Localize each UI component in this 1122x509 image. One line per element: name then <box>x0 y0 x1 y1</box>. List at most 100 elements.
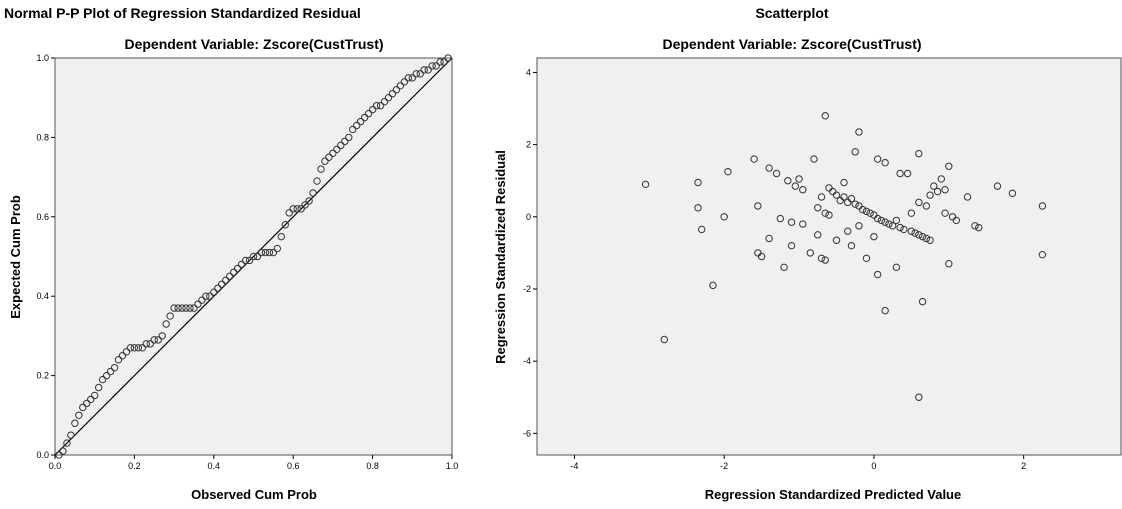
scatter-y-tick-label: -2 <box>523 284 531 294</box>
pp-reference-line <box>54 57 453 456</box>
scatter-point <box>855 128 863 136</box>
scatter-point <box>840 178 848 187</box>
scatter-point <box>915 393 923 401</box>
pp-point <box>281 221 289 229</box>
scatter-plot-area <box>536 57 1122 456</box>
scatter-point <box>900 225 908 234</box>
scatter-point <box>806 249 814 257</box>
scatter-y-axis-label: Regression Standardized Residual <box>493 150 508 364</box>
scatter-point <box>844 227 852 235</box>
pp-x-tick-label: 0.6 <box>287 461 300 471</box>
pp-point <box>79 403 87 412</box>
pp-y-axis-label: Expected Cum Prob <box>8 195 23 319</box>
scatter-point <box>945 162 953 170</box>
scatter-point <box>821 112 829 120</box>
pp-point <box>142 340 151 348</box>
pp-point <box>297 205 305 213</box>
pp-y-tick-label: 0.8 <box>36 132 49 142</box>
scatter-point <box>933 187 942 196</box>
scatter-y-tick-label: 0 <box>526 212 531 222</box>
pp-point <box>436 58 444 66</box>
pp-point <box>114 356 123 364</box>
residual-scatterplot: Scatterplot Dependent Variable: Zscore(C… <box>493 5 1122 502</box>
scatter-y-tick-label: 2 <box>526 140 531 150</box>
scatter-point <box>918 297 927 306</box>
pp-point <box>126 344 135 352</box>
scatter-point <box>810 155 818 163</box>
pp-x-tick-label: 0.0 <box>49 461 62 471</box>
pp-point <box>198 296 206 304</box>
scatter-point <box>926 236 934 244</box>
scatter-point <box>694 204 702 212</box>
pp-y-ticks: 0.0 0.2 0.4 0.6 0.8 1.0 <box>36 53 55 460</box>
pp-point <box>372 101 381 110</box>
scatter-point <box>881 306 889 315</box>
pp-point <box>313 177 321 185</box>
scatter-point <box>694 178 702 187</box>
pp-point <box>420 66 428 74</box>
pp-point <box>91 391 99 400</box>
pp-point <box>102 371 111 380</box>
pp-point <box>150 336 158 344</box>
pp-y-tick-label: 0.0 <box>36 450 49 460</box>
scatter-point <box>870 232 878 241</box>
scatter-x-tick-label: 2 <box>1021 461 1026 471</box>
pp-point <box>118 352 127 360</box>
pp-x-tick-label: 0.2 <box>128 461 141 471</box>
pp-point <box>360 113 369 122</box>
scatter-point <box>851 200 859 208</box>
scatter-point <box>787 218 796 226</box>
scatter-point <box>922 234 931 243</box>
scatter-point <box>840 193 848 201</box>
pp-point <box>94 383 103 392</box>
scatter-point <box>930 182 938 190</box>
pp-point <box>190 304 198 312</box>
scatter-point <box>814 204 822 212</box>
scatter-point <box>757 252 766 261</box>
scatter-point <box>941 186 949 194</box>
scatter-point <box>709 281 717 290</box>
scatter-point <box>750 155 758 163</box>
scatter-point <box>896 169 904 178</box>
pp-x-axis-label: Observed Cum Prob <box>191 487 317 502</box>
pp-point <box>218 280 226 288</box>
scatter-point <box>873 270 882 279</box>
scatter-point <box>903 169 912 178</box>
pp-point <box>293 205 301 213</box>
pp-x-tick-label: 0.4 <box>208 461 221 471</box>
scatter-point <box>892 263 901 272</box>
scatter-x-tick-label: -2 <box>720 461 728 471</box>
scatter-point <box>866 209 874 217</box>
pp-plot: Normal P-P Plot of Regression Standardiz… <box>4 5 458 502</box>
pp-point <box>325 153 333 161</box>
scatter-point <box>937 175 946 183</box>
scatter-point <box>918 232 927 241</box>
scatter-point <box>780 263 788 272</box>
pp-plot-title: Normal P-P Plot of Regression Standardiz… <box>4 5 361 21</box>
pp-point <box>341 137 349 146</box>
scatter-point <box>720 213 728 221</box>
pp-point <box>257 248 266 257</box>
scatter-y-tick-label: 4 <box>526 67 531 77</box>
pp-point <box>333 145 341 154</box>
pp-point <box>59 447 67 455</box>
pp-point <box>305 197 313 205</box>
pp-point <box>388 90 397 98</box>
pp-point <box>233 264 242 273</box>
pp-point <box>162 320 170 328</box>
pp-point <box>353 121 361 130</box>
pp-x-tick-label: 1.0 <box>446 461 459 471</box>
pp-point <box>67 431 75 439</box>
pp-point <box>174 304 182 312</box>
pp-point <box>106 367 115 376</box>
scatter-subtitle: Dependent Variable: Zscore(CustTrust) <box>662 36 921 52</box>
pp-y-tick-label: 0.2 <box>36 371 49 381</box>
pp-point <box>265 248 274 257</box>
scatter-point <box>799 220 807 228</box>
pp-y-tick-label: 1.0 <box>36 53 49 63</box>
pp-point <box>317 165 325 173</box>
pp-point <box>285 209 293 217</box>
scatter-point <box>952 216 960 225</box>
scatter-x-tick-label: 0 <box>871 461 876 471</box>
